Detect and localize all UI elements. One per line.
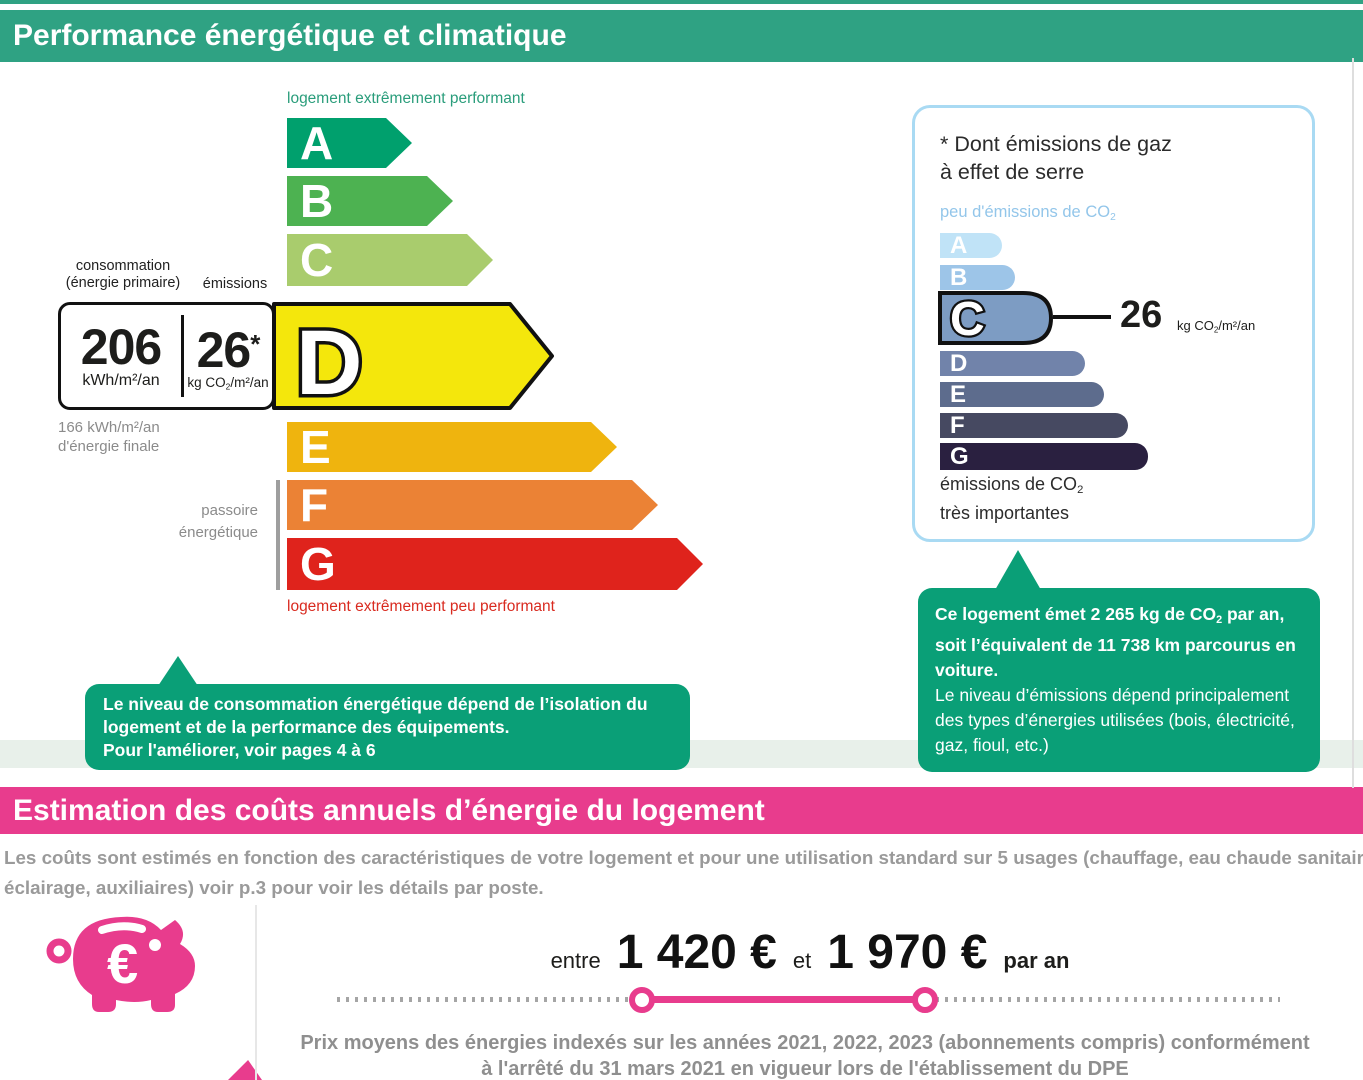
emissions-value: 26* [196, 322, 261, 379]
value-box-divider [181, 315, 184, 397]
co2-high-label: émissions de CO2 très importantes [940, 474, 1084, 524]
co2-callout-bold-text: Ce logement émet 2 265 kg de CO2 par an,… [935, 604, 1296, 681]
costs-section-title: Estimation des coûts annuels d’énergie d… [13, 794, 765, 827]
co2-panel-title: * Dont émissions de gaz à effet de serre [940, 132, 1172, 184]
co2-callout-normal-text: Le niveau d’émissions dépend principalem… [935, 685, 1295, 756]
emissions-unit: kg CO2/m²/an [187, 375, 269, 392]
consumption-value: 206 [80, 318, 162, 375]
costs-subtitle: Les coûts sont estimés en fonction des c… [4, 847, 1363, 898]
performance-section-title: Performance énergétique et climatique [13, 19, 567, 52]
co2-value: 26 [1120, 294, 1163, 336]
page-fold-line [255, 905, 257, 1080]
right-callout-pointer [995, 550, 1041, 590]
co2-letter-e: E [950, 380, 967, 408]
consumption-callout: Le niveau de consommation énergétique dé… [85, 684, 690, 770]
energy-class-letter-b: B [300, 175, 334, 227]
euro-piggy-bank-icon: € [45, 903, 205, 1021]
energy-class-letter-e: E [300, 421, 331, 473]
scale-bottom-label: logement extrêmement peu performant [287, 598, 555, 615]
energy-class-letter-a: A [300, 117, 334, 169]
emissions-cell: 26* kg CO2/m²/an [184, 305, 272, 407]
co2-bar-d: D [940, 351, 1085, 376]
co2-bar-a: A [940, 233, 1002, 258]
price-index-footnote: Prix moyens des énergies indexés sur les… [300, 1032, 1310, 1080]
energy-class-arrow-b: B [287, 176, 453, 226]
cost-min-value: 1 420 € [616, 926, 777, 979]
range-word-par-an: par an [1003, 948, 1070, 973]
co2-value-connector [1053, 315, 1111, 319]
energy-class-letter-f: F [300, 479, 329, 531]
dotted-line-right [936, 997, 1280, 1002]
energy-class-letter-g: G [300, 538, 336, 590]
scale-top-label: logement extrêmement performant [287, 90, 525, 107]
co2-bar-c-current: C [938, 291, 1054, 346]
consumption-unit: kWh/m²/an [82, 371, 160, 389]
energy-class-arrow-c: C [287, 234, 493, 286]
euro-symbol: € [107, 932, 139, 995]
co2-letter-d: D [950, 349, 968, 377]
annual-cost-range: entre 1 420 € et 1 970 € par an [420, 925, 1200, 989]
energy-class-arrow-a: A [287, 118, 412, 168]
energy-class-letter-d: D [296, 312, 362, 410]
performance-section-header: Performance énergétique et climatique [0, 10, 1363, 62]
co2-letter-g: G [950, 442, 969, 470]
consumption-emissions-value-box: 206 kWh/m²/an 26* kg CO2/m²/an [58, 302, 275, 410]
page-edge-line [1352, 58, 1354, 788]
final-energy-note: 166 kWh/m²/an d'énergie finale [58, 419, 160, 455]
range-connector-line [642, 996, 925, 1003]
emissions-asterisk: * [250, 329, 260, 360]
left-callout-pointer [158, 656, 198, 686]
co2-bar-f: F [940, 413, 1128, 438]
co2-bar-g: G [940, 443, 1148, 470]
range-word-et: et [792, 948, 812, 973]
co2-callout: Ce logement émet 2 265 kg de CO2 par an,… [918, 588, 1320, 772]
range-word-entre: entre [550, 948, 601, 973]
energy-sieve-label: passoire énergétique [178, 502, 258, 541]
cost-max-value: 1 970 € [827, 926, 988, 979]
consumption-label: consommation (énergie primaire) [65, 258, 181, 291]
dotted-line-left [337, 997, 632, 1002]
energy-class-arrow-d-current: D [272, 302, 554, 410]
range-min-marker [629, 987, 655, 1013]
energy-class-arrow-f: F [287, 480, 658, 530]
consumption-cell: 206 kWh/m²/an [61, 305, 181, 407]
co2-bar-b: B [940, 265, 1015, 290]
top-accent-strip [0, 0, 1363, 4]
co2-emissions-panel: * Dont émissions de gaz à effet de serre… [912, 105, 1315, 542]
co2-letter-f: F [950, 411, 965, 439]
energy-class-arrow-g: G [287, 538, 703, 590]
costs-section-header: Estimation des coûts annuels d’énergie d… [0, 787, 1363, 834]
co2-bar-e: E [940, 382, 1104, 407]
energy-class-letter-c: C [300, 234, 334, 286]
range-max-marker [912, 987, 938, 1013]
co2-low-label: peu d'émissions de CO2 [940, 203, 1116, 223]
emissions-label: émissions [202, 276, 268, 292]
co2-letter-b: B [950, 263, 968, 291]
energy-class-arrow-e: E [287, 422, 617, 472]
co2-letter-c: C [950, 293, 985, 346]
energy-sieve-bracket [276, 480, 280, 590]
co2-unit: kg CO2/m²/an [1177, 318, 1256, 335]
co2-letter-a: A [950, 231, 968, 259]
